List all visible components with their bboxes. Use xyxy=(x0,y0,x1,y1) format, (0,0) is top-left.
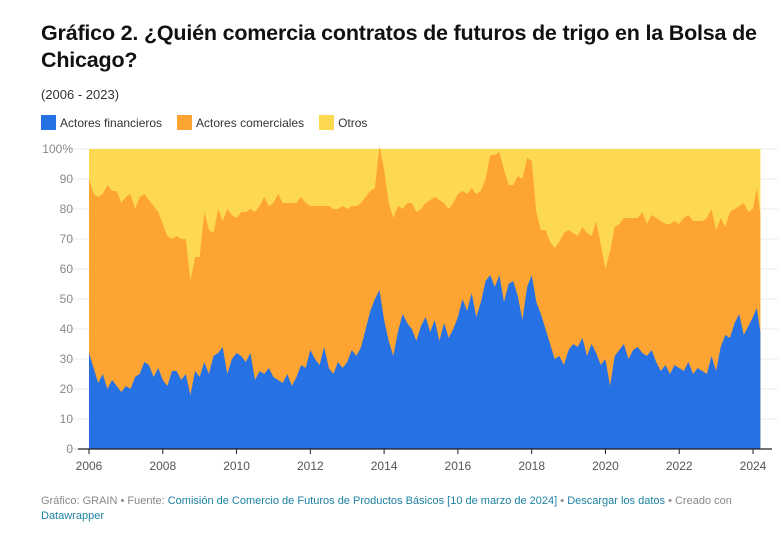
x-tick-label: 2014 xyxy=(371,459,398,473)
legend-swatch-financieros xyxy=(41,115,56,130)
legend-item-comerciales: Actores comerciales xyxy=(177,115,304,130)
legend-swatch-otros xyxy=(319,115,335,130)
download-data-link[interactable]: Descargar los datos xyxy=(567,495,666,507)
datawrapper-link[interactable]: Datawrapper xyxy=(41,510,104,522)
legend-label-otros: Otros xyxy=(338,115,368,130)
x-tick-label: 2016 xyxy=(445,459,472,473)
footer-prefix: Gráfico: GRAIN • Fuente: xyxy=(41,495,168,507)
y-tick-label: 60 xyxy=(60,262,74,276)
x-tick-label: 2012 xyxy=(297,459,324,473)
y-tick-label: 70 xyxy=(60,232,74,246)
legend-swatch-comerciales xyxy=(177,115,193,130)
x-tick-label: 2006 xyxy=(76,459,103,473)
legend-label-comerciales: Actores comerciales xyxy=(196,115,305,130)
footer-created-with: • Creado con xyxy=(665,495,732,507)
y-tick-label: 40 xyxy=(60,322,74,336)
chart-title: Gráfico 2. ¿Quién comercia contratos de … xyxy=(41,21,757,72)
x-axis: 2006 2008 2010 2012 2014 2016 2018 2020 2022 2024 xyxy=(76,448,772,473)
x-tick-label: 2018 xyxy=(518,459,545,473)
stacked-area-chart: 0 10 20 30 40 50 60 70 80 90 100% 2006 2008 2010 2012… xyxy=(42,142,778,473)
legend-item-financieros: Actores financieros xyxy=(41,115,162,130)
area-actores-financieros xyxy=(89,275,761,449)
legend-item-otros: Otros xyxy=(319,115,367,130)
x-tick-label: 2010 xyxy=(223,459,250,473)
chart-subtitle: (2006 - 2023) xyxy=(41,87,120,102)
y-axis-labels: 0 10 20 30 40 50 60 70 80 90 100% xyxy=(42,142,73,456)
y-tick-label: 10 xyxy=(60,412,74,426)
legend: Actores financieros Actores comerciales … xyxy=(41,115,382,130)
x-tick-label: 2024 xyxy=(740,459,767,473)
source-link[interactable]: Comisión de Comercio de Futuros de Produ… xyxy=(167,495,558,507)
y-tick-label: 90 xyxy=(60,172,74,186)
y-tick-label: 80 xyxy=(60,202,74,216)
x-tick-label: 2020 xyxy=(592,459,619,473)
y-tick-label: 30 xyxy=(60,352,74,366)
y-tick-label: 20 xyxy=(60,382,74,396)
chart-footer: Gráfico: GRAIN • Fuente: Comisión de Com… xyxy=(41,494,741,524)
footer-separator: • xyxy=(557,495,568,507)
y-tick-label: 50 xyxy=(60,292,74,306)
y-tick-label: 100% xyxy=(42,142,73,156)
x-tick-label: 2008 xyxy=(149,459,176,473)
legend-label-financieros: Actores financieros xyxy=(60,115,163,130)
x-tick-label: 2022 xyxy=(666,459,693,473)
areas xyxy=(89,146,761,449)
y-tick-label: 0 xyxy=(66,442,73,456)
